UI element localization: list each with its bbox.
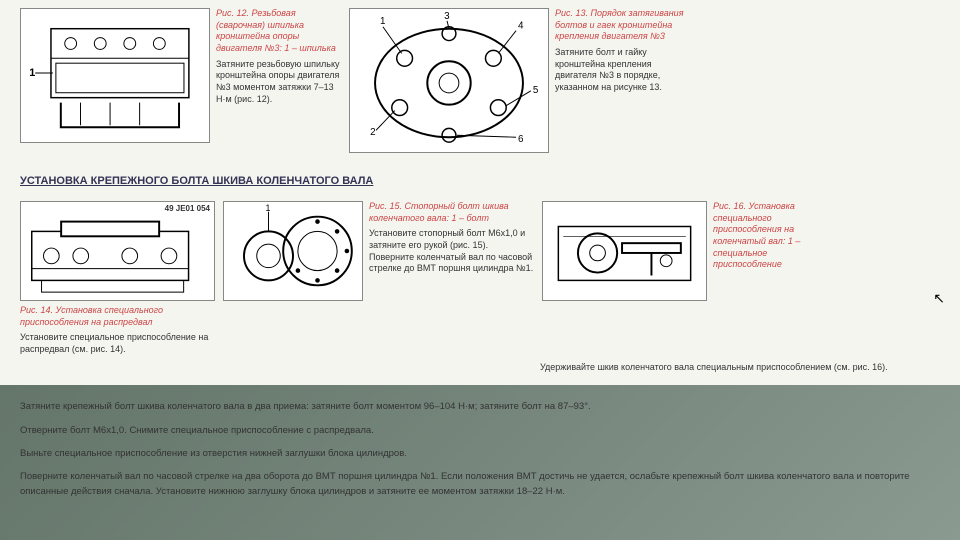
fig16-text: Рис. 16. Установка специального приспосо… xyxy=(713,201,823,275)
section-title: УСТАНОВКА КРЕПЕЖНОГО БОЛТА ШКИВА КОЛЕНЧА… xyxy=(20,175,940,187)
para-1: Затяните крепежный болт шкива коленчатог… xyxy=(20,399,940,414)
fig12-text: Рис. 12. Резьбовая (сварочная) шпилька к… xyxy=(216,8,341,106)
fig14-body: Установите специальное приспособление на… xyxy=(20,332,215,355)
fig15-body: Установите стопорный болт М6х1,0 и затян… xyxy=(369,228,534,275)
fig12-image: 1 xyxy=(20,8,210,143)
fig14-image: 49 JE01 054 xyxy=(20,201,215,301)
svg-text:1: 1 xyxy=(266,203,271,213)
svg-text:1: 1 xyxy=(380,16,385,27)
fig13-image: 1 3 4 5 6 2 xyxy=(349,8,549,153)
para-2: Отверните болт М6х1,0. Снимите специальн… xyxy=(20,423,940,438)
fig12-body: Затяните резьбовую шпильку кронштейна оп… xyxy=(216,59,341,106)
fig12-caption: Рис. 12. Резьбовая (сварочная) шпилька к… xyxy=(216,8,341,55)
fig13-body: Затяните болт и гайку кронштейна креплен… xyxy=(555,47,685,94)
fig15-block: 1 Рис. 15. Стопорный болт шкива коленчат… xyxy=(223,201,534,301)
fig15-caption: Рис. 15. Стопорный болт шкива коленчатог… xyxy=(369,201,534,224)
svg-text:1: 1 xyxy=(29,67,35,79)
fig16-block: Рис. 16. Установка специального приспосо… xyxy=(542,201,823,301)
fig13-text: Рис. 13. Порядок затягивания болтов и га… xyxy=(555,8,685,94)
manual-page: 1 Рис. 12. Резьбовая (сварочная) шпилька… xyxy=(0,0,960,385)
fig14-block: 49 JE01 054 Рис. 14. Установка специальн… xyxy=(20,201,215,356)
body-text: Затяните крепежный болт шкива коленчатог… xyxy=(0,385,960,521)
para-3: Выньте специальное приспособление из отв… xyxy=(20,446,940,461)
fig16-caption: Рис. 16. Установка специального приспосо… xyxy=(713,201,823,271)
fig15-image: 1 xyxy=(223,201,363,301)
svg-text:4: 4 xyxy=(518,21,524,32)
fig13-caption: Рис. 13. Порядок затягивания болтов и га… xyxy=(555,8,685,43)
fig13-block: 1 3 4 5 6 2 Рис. 13. Порядок затягивания… xyxy=(349,8,685,153)
fig14-partno: 49 JE01 054 xyxy=(164,204,211,213)
fig16-body: Удерживайте шкив коленчатого вала специа… xyxy=(20,362,940,374)
svg-text:2: 2 xyxy=(370,127,375,138)
svg-text:6: 6 xyxy=(518,134,524,145)
fig14-caption: Рис. 14. Установка специального приспосо… xyxy=(20,305,215,328)
svg-text:5: 5 xyxy=(533,85,539,96)
row-2: 49 JE01 054 Рис. 14. Установка специальн… xyxy=(20,193,940,356)
fig14-text: Рис. 14. Установка специального приспосо… xyxy=(20,305,215,356)
svg-text:3: 3 xyxy=(444,11,450,22)
para-4: Поверните коленчатый вал по часовой стре… xyxy=(20,469,940,499)
fig15-text: Рис. 15. Стопорный болт шкива коленчатог… xyxy=(369,201,534,275)
fig16-image xyxy=(542,201,707,301)
row-1: 1 Рис. 12. Резьбовая (сварочная) шпилька… xyxy=(20,8,940,165)
cursor-icon: ↖ xyxy=(933,290,945,307)
fig12-block: 1 Рис. 12. Резьбовая (сварочная) шпилька… xyxy=(20,8,341,143)
